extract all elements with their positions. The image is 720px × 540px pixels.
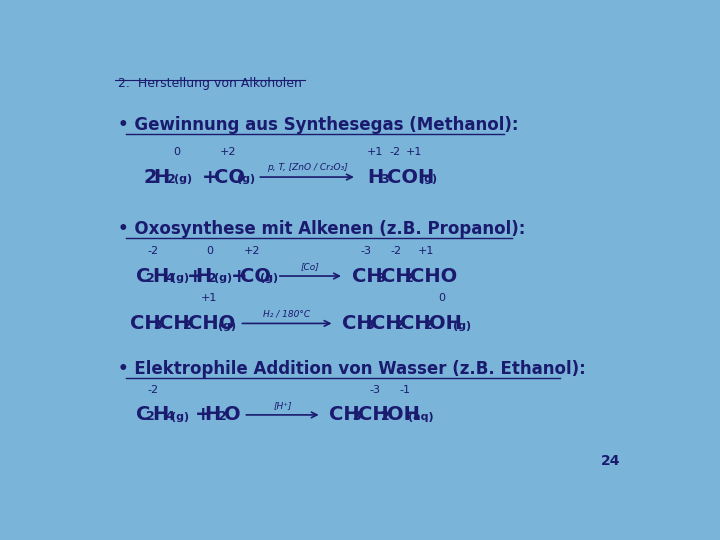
Text: 3: 3: [153, 319, 162, 332]
Text: 2: 2: [382, 410, 390, 423]
Text: 0: 0: [438, 293, 445, 303]
Text: CH: CH: [130, 314, 161, 333]
Text: 3: 3: [366, 319, 374, 332]
Text: 2: 2: [167, 173, 176, 186]
Text: H: H: [195, 267, 211, 286]
Text: • Elektrophile Addition von Wasser (z.B. Ethanol):: • Elektrophile Addition von Wasser (z.B.…: [118, 360, 585, 378]
Text: 2: 2: [145, 272, 155, 285]
Text: 2: 2: [145, 410, 155, 423]
Text: [H⁺]: [H⁺]: [274, 401, 292, 410]
Text: CH: CH: [352, 267, 383, 286]
Text: 24: 24: [600, 454, 620, 468]
Text: H: H: [366, 167, 383, 186]
Text: (g): (g): [260, 273, 279, 283]
Text: 3: 3: [352, 410, 361, 423]
Text: CO: CO: [214, 167, 245, 186]
Text: (g): (g): [171, 412, 189, 422]
Text: CH: CH: [342, 314, 373, 333]
Text: OH: OH: [429, 314, 462, 333]
Text: COH: COH: [387, 167, 435, 186]
Text: CH: CH: [382, 267, 412, 286]
Text: 0: 0: [207, 246, 213, 256]
Text: (g): (g): [453, 321, 471, 330]
Text: +1: +1: [366, 147, 383, 157]
Text: +2: +2: [220, 147, 237, 157]
Text: O: O: [224, 406, 240, 424]
Text: +1: +1: [201, 293, 217, 303]
Text: CHO: CHO: [410, 267, 457, 286]
Text: H: H: [204, 406, 220, 424]
Text: 3: 3: [380, 173, 389, 186]
Text: p, T, [ZnO / Cr₂O₃]: p, T, [ZnO / Cr₂O₃]: [266, 163, 348, 172]
Text: CH: CH: [372, 314, 402, 333]
Text: -3: -3: [360, 246, 371, 256]
Text: 3: 3: [376, 272, 384, 285]
Text: +: +: [230, 267, 247, 286]
Text: +: +: [202, 167, 218, 186]
Text: • Gewinnung aus Synthesegas (Methanol):: • Gewinnung aus Synthesegas (Methanol):: [118, 116, 518, 134]
Text: H₂ / 180°C: H₂ / 180°C: [264, 309, 310, 319]
Text: C: C: [136, 406, 150, 424]
Text: [Co]: [Co]: [301, 262, 320, 271]
Text: 4: 4: [166, 272, 174, 285]
Text: H: H: [153, 167, 170, 186]
Text: 2.  Herstellung von Alkoholen: 2. Herstellung von Alkoholen: [118, 77, 302, 90]
Text: (g): (g): [218, 321, 236, 330]
Text: CHO: CHO: [188, 314, 235, 333]
Text: (g): (g): [419, 174, 437, 184]
Text: -2: -2: [148, 246, 158, 256]
Text: +: +: [186, 267, 203, 286]
Text: -3: -3: [369, 385, 380, 395]
Text: 2: 2: [208, 272, 217, 285]
Text: (g): (g): [174, 174, 192, 184]
Text: CH: CH: [358, 406, 389, 424]
Text: H: H: [152, 406, 168, 424]
Text: -2: -2: [148, 385, 158, 395]
Text: 4: 4: [166, 410, 174, 423]
Text: 2: 2: [405, 272, 413, 285]
Text: (g): (g): [171, 273, 189, 283]
Text: +2: +2: [243, 246, 260, 256]
Text: +1: +1: [405, 147, 422, 157]
Text: 2: 2: [423, 319, 433, 332]
Text: 2: 2: [143, 167, 157, 186]
Text: 2: 2: [183, 319, 192, 332]
Text: -2: -2: [390, 246, 401, 256]
Text: CH: CH: [159, 314, 190, 333]
Text: 2: 2: [395, 319, 403, 332]
Text: C: C: [136, 267, 150, 286]
Text: 0: 0: [173, 147, 180, 157]
Text: -2: -2: [390, 147, 401, 157]
Text: CH: CH: [329, 406, 359, 424]
Text: 2: 2: [217, 410, 227, 423]
Text: (g): (g): [214, 273, 232, 283]
Text: -1: -1: [399, 385, 410, 395]
Text: CO: CO: [240, 267, 271, 286]
Text: +: +: [195, 406, 212, 424]
Text: CH: CH: [400, 314, 431, 333]
Text: (g): (g): [238, 174, 256, 184]
Text: (aq): (aq): [408, 412, 433, 422]
Text: • Oxosynthese mit Alkenen (z.B. Propanol):: • Oxosynthese mit Alkenen (z.B. Propanol…: [118, 220, 526, 238]
Text: H: H: [152, 267, 168, 286]
Text: +1: +1: [418, 246, 434, 256]
Text: OH: OH: [387, 406, 420, 424]
